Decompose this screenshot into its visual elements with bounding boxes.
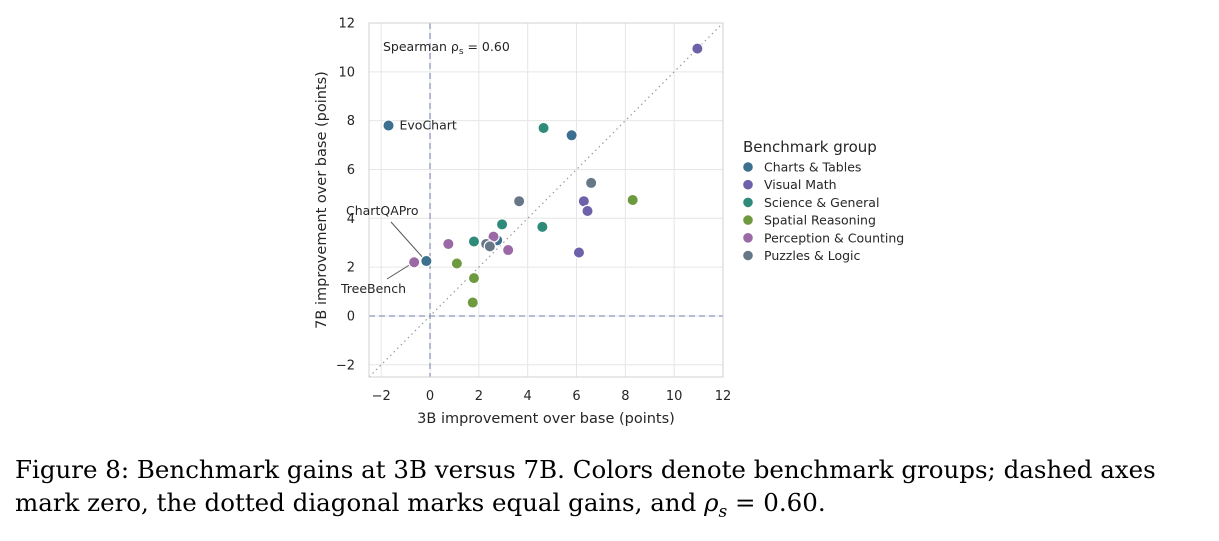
point-label-treebench: TreeBench	[340, 281, 406, 296]
data-point-science-general	[495, 218, 509, 231]
data-point-perception-counting	[407, 256, 421, 269]
caption-rho-subscript: s	[718, 501, 728, 522]
data-point-puzzles-logic	[512, 195, 526, 208]
data-point-perception-counting	[442, 237, 455, 251]
grid-lines	[369, 22, 724, 377]
x-tick-label: 8	[621, 389, 629, 404]
data-point-spatial-reasoning	[450, 257, 464, 270]
y-tick-label: 12	[338, 17, 355, 32]
reference-lines	[369, 23, 723, 377]
leader-chartqapro	[390, 221, 423, 258]
x-tick-label: 6	[572, 389, 580, 404]
x-axis-title: 3B improvement over base (points)	[417, 411, 675, 427]
legend-marker-puzzles-logic	[742, 249, 754, 262]
caption-suffix: = 0.60.	[727, 488, 826, 517]
data-points	[382, 42, 704, 309]
point-label-evochart: EvoChart	[400, 118, 457, 133]
data-point-spatial-reasoning	[466, 296, 479, 309]
chart-figure: −2 0 2 4 6 8 10 12 −2 0 2 4 6 8 10 12 Spearman ρs = 0.6…	[314, 17, 904, 428]
legend-label-science-general: Science & General	[764, 195, 879, 210]
x-tick-label: −2	[372, 389, 391, 404]
caption-rho: ρ	[704, 488, 719, 517]
data-point-charts-tables	[420, 254, 433, 268]
data-point-puzzles-logic	[584, 176, 598, 190]
x-tick-label: 4	[524, 389, 532, 404]
tick-labels: −2 0 2 4 6 8 10 12 −2 0 2 4 6 8 10 12	[336, 17, 731, 405]
data-point-science-general	[537, 121, 550, 135]
legend-label-charts-tables: Charts & Tables	[764, 160, 861, 175]
y-tick-label: −2	[336, 358, 355, 373]
legend: Benchmark group Charts & Tables Visual Ma…	[742, 138, 904, 263]
annotation-leader-lines	[386, 221, 423, 280]
x-tick-label: 12	[715, 389, 732, 404]
y-tick-label: 0	[347, 309, 355, 324]
legend-label-perception-counting: Perception & Counting	[764, 230, 904, 245]
legend-label-puzzles-logic: Puzzles & Logic	[764, 248, 861, 263]
data-point-science-general	[536, 220, 549, 234]
data-point-visual-math	[572, 246, 586, 259]
legend-marker-perception-counting	[742, 232, 754, 244]
y-tick-label: 6	[347, 163, 355, 178]
y-tick-label: 4	[347, 212, 355, 227]
legend-title: Benchmark group	[743, 138, 877, 156]
x-tick-label: 10	[666, 389, 683, 404]
data-point-science-general	[467, 235, 481, 248]
point-labels: EvoChart ChartQAPro TreeBench	[340, 118, 457, 296]
equal-gain-diagonal	[369, 23, 723, 377]
legend-label-spatial-reasoning: Spatial Reasoning	[764, 213, 876, 228]
y-tick-label: 2	[347, 261, 355, 276]
leader-treebench	[386, 264, 410, 280]
y-tick-label: 8	[347, 114, 355, 129]
legend-marker-visual-math	[742, 178, 754, 191]
y-tick-label: 10	[338, 65, 355, 80]
x-tick-label: 2	[475, 389, 483, 404]
figure-caption: Figure 8: Benchmark gains at 3B versus 7…	[15, 453, 1210, 529]
point-label-chartqapro: ChartQAPro	[346, 203, 419, 218]
data-point-charts-tables	[565, 129, 578, 142]
legend-marker-science-general	[742, 196, 754, 209]
legend-label-visual-math: Visual Math	[764, 177, 837, 192]
data-point-charts-tables	[382, 119, 395, 132]
data-point-spatial-reasoning	[626, 193, 639, 207]
legend-marker-charts-tables	[742, 161, 754, 173]
y-axis-title: 7B improvement over base (points)	[314, 71, 330, 329]
x-tick-label: 0	[426, 389, 434, 404]
plot-frame	[368, 22, 724, 378]
data-point-perception-counting	[501, 243, 515, 257]
caption-text: Figure 8: Benchmark gains at 3B versus 7…	[15, 455, 1156, 517]
legend-marker-spatial-reasoning	[742, 214, 754, 226]
data-point-puzzles-logic	[483, 240, 497, 253]
data-point-spatial-reasoning	[467, 271, 481, 285]
data-point-visual-math	[691, 42, 704, 55]
spearman-annotation: Spearman ρs = 0.60	[383, 39, 510, 57]
data-point-visual-math	[581, 204, 594, 218]
